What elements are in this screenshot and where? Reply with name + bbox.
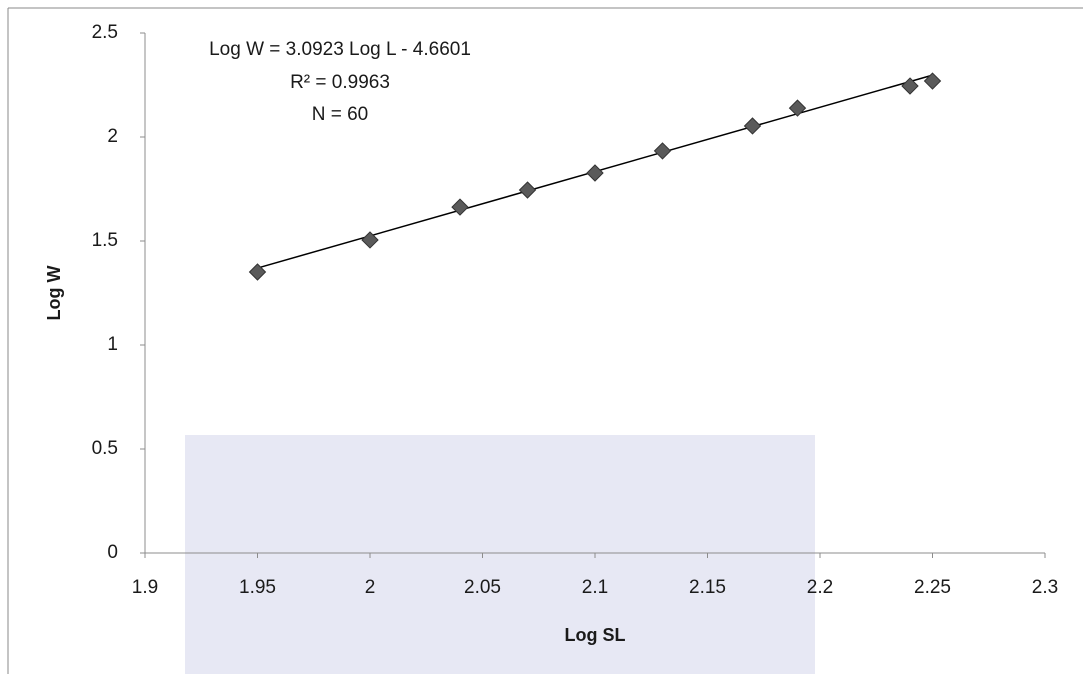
x-tick-label: 2.05 [464,577,501,598]
data-point [452,199,468,215]
page: {"chart_data": { "type": "scatter", "ann… [0,0,1083,674]
x-tick-label: 2.3 [1032,577,1058,598]
sample-size: N = 60 [312,104,369,125]
y-tick-label: 0 [107,542,118,563]
y-tick-label: 2 [107,126,118,147]
x-tick-label: 2.2 [807,577,833,598]
y-tick-label: 1.5 [92,230,118,251]
x-tick-label: 1.95 [239,577,276,598]
watermark [185,435,815,674]
x-tick-label: 1.9 [132,577,158,598]
x-tick-label: 2 [365,577,376,598]
x-tick-label: 2.1 [582,577,608,598]
data-point [520,182,536,198]
y-tick-label: 1 [107,334,118,355]
y-axis-title: Log W [44,266,64,321]
data-point [587,165,603,181]
x-axis-title: Log SL [565,625,626,645]
r-squared: R² = 0.9963 [290,72,390,93]
y-tick-label: 0.5 [92,438,118,459]
x-tick-label: 2.15 [689,577,726,598]
y-tick-label: 2.5 [92,22,118,43]
data-point [655,143,671,159]
x-tick-label: 2.25 [914,577,951,598]
data-point [925,73,941,89]
data-point [745,118,761,134]
data-point [790,100,806,116]
chart: Log W Log SL Log W = 3.0923 Log L - 4.66… [0,0,1083,674]
equation: Log W = 3.0923 Log L - 4.6601 [209,39,471,60]
